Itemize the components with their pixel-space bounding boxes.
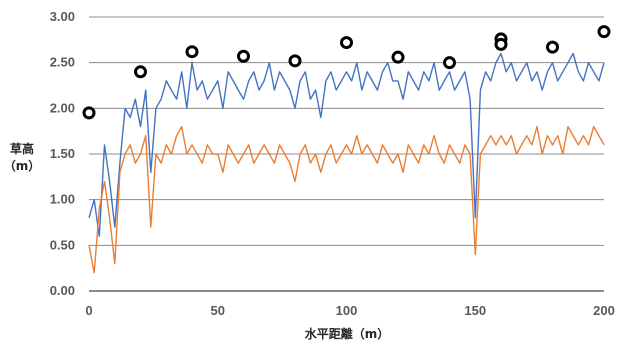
marker-point bbox=[134, 65, 147, 79]
y-tick-label: 1.50 bbox=[50, 146, 75, 161]
x-tick-label: 150 bbox=[464, 303, 486, 318]
marker-point bbox=[340, 36, 353, 50]
y-axis-title-line2: （m） bbox=[4, 158, 41, 173]
marker-point bbox=[82, 106, 96, 120]
marker-point bbox=[443, 56, 456, 70]
marker-point bbox=[597, 25, 611, 39]
series-line-1 bbox=[88, 125, 605, 274]
y-tick-label: 2.50 bbox=[50, 55, 75, 70]
series-line-0 bbox=[88, 52, 605, 237]
x-axis-title: 水平距離（m） bbox=[305, 326, 390, 341]
y-tick-label: 3.00 bbox=[50, 9, 75, 24]
marker-point bbox=[288, 54, 302, 68]
marker-point bbox=[494, 37, 508, 51]
x-tick-label: 200 bbox=[593, 303, 615, 318]
y-tick-label: 2.00 bbox=[50, 100, 75, 115]
marker-point bbox=[391, 50, 405, 64]
marker-point bbox=[185, 45, 199, 59]
series-layer bbox=[88, 52, 605, 274]
x-tick-label: 50 bbox=[211, 303, 225, 318]
marker-point bbox=[237, 49, 250, 63]
y-tick-label: 0.00 bbox=[50, 283, 75, 298]
y-tick-label: 0.50 bbox=[50, 237, 75, 252]
marker-point bbox=[546, 40, 559, 54]
gridlines bbox=[89, 16, 604, 292]
marker-layer bbox=[82, 25, 611, 120]
y-tick-labels: 0.00 0.50 1.00 1.50 2.00 2.50 3.00 bbox=[50, 9, 75, 298]
y-axis-title-line1: 草高 bbox=[10, 141, 34, 156]
x-tick-label: 100 bbox=[336, 303, 358, 318]
y-tick-label: 1.00 bbox=[50, 192, 75, 207]
x-tick-labels: 0 50 100 150 200 bbox=[85, 303, 614, 318]
x-tick-label: 0 bbox=[85, 303, 92, 318]
